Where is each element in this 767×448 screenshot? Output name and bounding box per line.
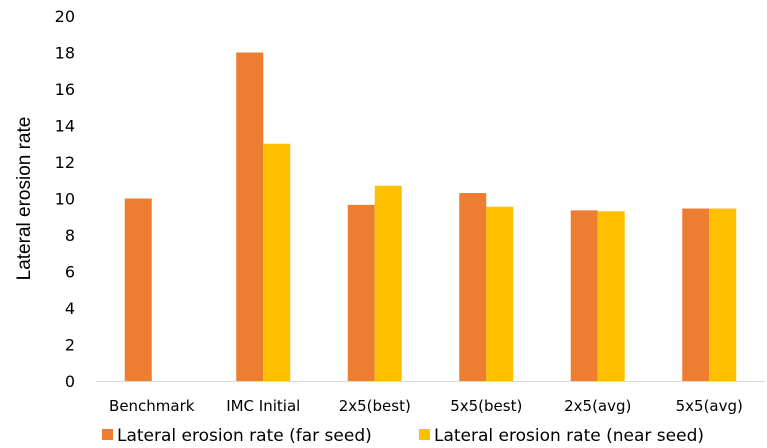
y-tick-label: 12	[55, 153, 75, 172]
y-axis-ticks: 0 2 4 6 8 10 12 14 16 18 20	[55, 7, 75, 391]
x-tick-label: 2x5(avg)	[564, 397, 631, 415]
bar-far-seed	[347, 204, 375, 381]
y-tick-label: 20	[55, 7, 75, 26]
bar-near-seed	[486, 206, 514, 381]
y-tick-label: 2	[65, 336, 75, 355]
bar-far-seed	[124, 198, 152, 381]
y-tick-label: 14	[55, 117, 75, 136]
x-tick-label: IMC Initial	[226, 397, 300, 415]
category-labels: Benchmark IMC Initial 2x5(best) 5x5(best) 2x…	[109, 397, 743, 415]
legend-label-far-seed: Lateral erosion rate (far seed)	[117, 426, 372, 446]
legend-label-near-seed: Lateral erosion rate (near seed)	[434, 426, 704, 446]
bar-far-seed	[236, 52, 264, 381]
y-axis-title: Lateral erosion rate	[14, 117, 35, 281]
bar-far-seed	[682, 208, 710, 381]
x-tick-label: Benchmark	[109, 397, 195, 415]
x-tick-label: 5x5(best)	[450, 397, 522, 415]
y-tick-label: 6	[65, 263, 75, 282]
legend: Lateral erosion rate (far seed) Lateral e…	[102, 426, 704, 446]
bar-far-seed	[570, 210, 598, 381]
bar-far-seed	[459, 193, 487, 381]
y-tick-label: 16	[55, 80, 75, 99]
bar-near-seed	[597, 211, 625, 381]
y-tick-label: 0	[65, 372, 75, 391]
bars	[124, 52, 737, 381]
bar-near-seed	[709, 208, 737, 381]
x-tick-label: 5x5(avg)	[676, 397, 743, 415]
bar-near-seed	[263, 143, 291, 381]
y-tick-label: 4	[65, 299, 75, 318]
x-tick-label: 2x5(best)	[339, 397, 411, 415]
y-tick-label: 8	[65, 226, 75, 245]
legend-swatch-near-seed	[419, 429, 430, 440]
bar-near-seed	[374, 185, 402, 381]
legend-swatch-far-seed	[102, 429, 113, 440]
y-tick-label: 18	[55, 44, 75, 63]
y-tick-label: 10	[55, 190, 75, 209]
